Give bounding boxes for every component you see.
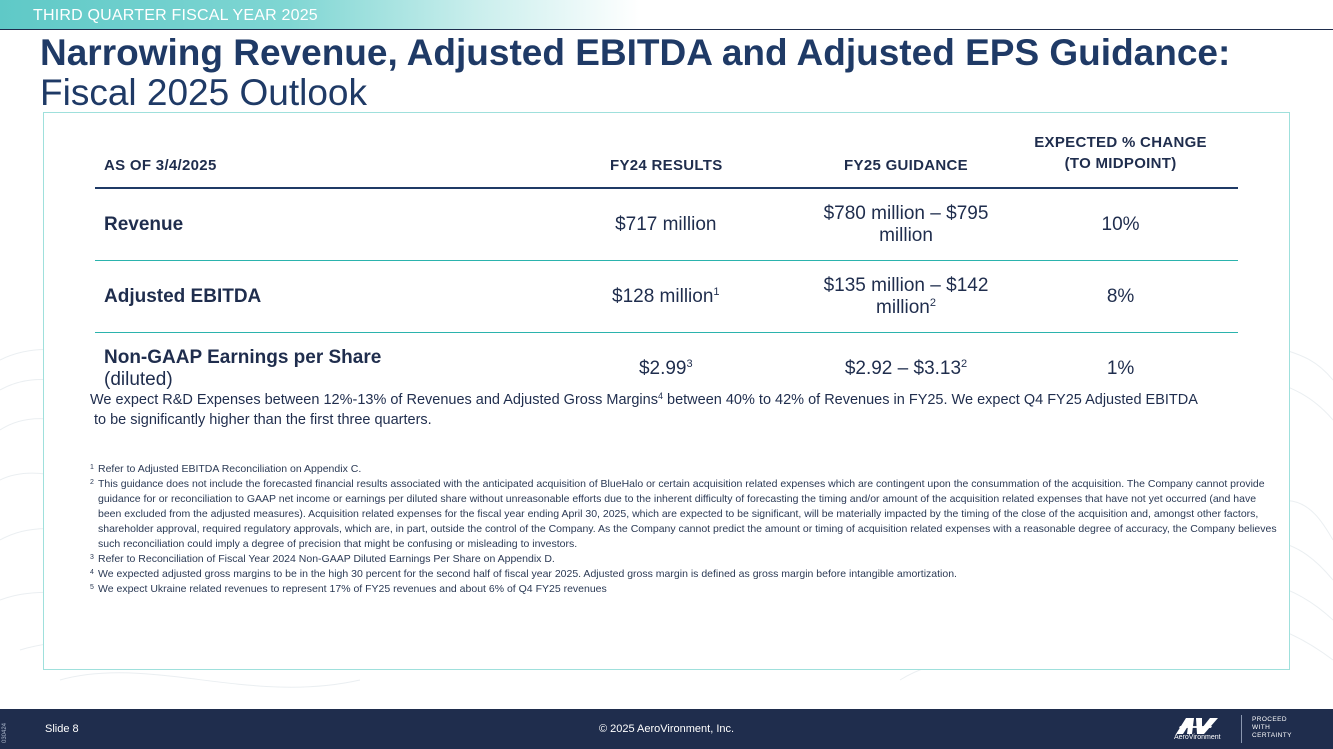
page-title: Narrowing Revenue, Adjusted EBITDA and A… — [40, 33, 1300, 113]
fy24-value-text: $717 million — [615, 213, 717, 235]
header-rule — [0, 29, 1333, 30]
expectation-part2: between 40% to 42% of Revenues in FY25. … — [662, 392, 1198, 408]
header-expected-change: EXPECTED % CHANGE (TO MIDPOINT) — [1003, 118, 1238, 189]
tagline-line: WITH — [1252, 724, 1271, 731]
footnote-text: Refer to Reconciliation of Fiscal Year 2… — [98, 553, 555, 565]
header-fy25: FY25 GUIDANCE — [808, 118, 1004, 189]
fy24-value-text: $2.99 — [638, 357, 687, 379]
header-expected-line2: (TO MIDPOINT) — [1064, 155, 1177, 172]
logo-divider — [1241, 715, 1242, 743]
tagline: PROCEED WITH CERTAINTY — [1252, 716, 1292, 740]
expectation-part1: We expect R&D Expenses between 12%-13% o… — [90, 392, 658, 408]
banner-text: THIRD QUARTER FISCAL YEAR 2025 — [33, 7, 318, 24]
row-label-text: Non-GAAP Earnings per Share — [104, 346, 382, 368]
title-bold: Narrowing Revenue, Adjusted EBITDA and A… — [40, 32, 1231, 73]
fy24-value: $2.993 — [404, 333, 809, 405]
footnote-item: 3 Refer to Reconciliation of Fiscal Year… — [90, 552, 1280, 567]
footnote-item: 2 This guidance does not include the for… — [90, 477, 1280, 552]
header-as-of: AS OF 3/4/2025 — [95, 118, 404, 189]
change-value: 8% — [1003, 260, 1238, 333]
logo-wordmark: AeroVironment — [1174, 734, 1221, 741]
title-normal: Fiscal 2025 Outlook — [40, 72, 368, 113]
row-label: Adjusted EBITDA — [95, 260, 404, 333]
fy25-value-text: $780 million – $795 million — [823, 202, 989, 246]
footnote-ref: 1 — [713, 285, 720, 298]
row-label-suffix: (diluted) — [104, 368, 173, 390]
footnote-ref: 2 — [961, 357, 968, 370]
footnotes: 1 Refer to Adjusted EBITDA Reconciliatio… — [90, 462, 1280, 597]
header-expected-line1: EXPECTED % CHANGE — [1034, 134, 1207, 151]
footnote-number: 3 — [90, 554, 94, 561]
fy25-value: $2.92 – $3.132 — [809, 333, 1003, 405]
footnote-text: Refer to Adjusted EBITDA Reconciliation … — [98, 463, 362, 475]
footer-bar: 030424 Slide 8 © 2025 AeroVironment, Inc… — [0, 709, 1333, 749]
guidance-table: AS OF 3/4/2025 FY24 RESULTS FY25 GUIDANC… — [95, 118, 1238, 404]
fy25-value: $135 million – $142 million2 — [808, 260, 1004, 333]
footnote-number: 4 — [90, 569, 94, 576]
footnote-ref: 3 — [686, 357, 693, 370]
slide-number: Slide 8 — [45, 723, 79, 735]
footnote-item: 4 We expected adjusted gross margins to … — [90, 567, 1280, 582]
footnote-text: We expect Ukraine related revenues to re… — [98, 583, 607, 595]
fy25-value: $780 million – $795 million — [808, 188, 1004, 261]
tagline-line: CERTAINTY — [1252, 732, 1292, 739]
av-logo-icon — [1176, 718, 1218, 734]
footnote-text: This guidance does not include the forec… — [98, 478, 1277, 550]
fy24-value: $717 million — [403, 188, 809, 261]
footnote-item: 5 We expect Ukraine related revenues to … — [90, 582, 1280, 597]
table-header-row: AS OF 3/4/2025 FY24 RESULTS FY25 GUIDANC… — [95, 118, 1238, 189]
footnote-item: 1 Refer to Adjusted EBITDA Reconciliatio… — [90, 462, 1280, 477]
change-value: 10% — [1003, 188, 1238, 261]
row-label-text: Revenue — [104, 213, 184, 235]
footnote-text: We expected adjusted gross margins to be… — [98, 568, 957, 580]
fy25-value-text: $135 million – $142 million — [823, 274, 989, 318]
copyright: © 2025 AeroVironment, Inc. — [598, 723, 735, 735]
expectation-line2: to be significantly higher than the firs… — [94, 412, 432, 428]
change-value: 1% — [1106, 357, 1135, 379]
fy24-value: $128 million1 — [403, 260, 809, 333]
footnote-number: 1 — [90, 464, 94, 471]
header-fy24: FY24 RESULTS — [403, 118, 809, 189]
tagline-line: PROCEED — [1252, 716, 1287, 723]
table-row: Adjusted EBITDA $128 million1 $135 milli… — [95, 260, 1238, 333]
fy25-value-text: $2.92 – $3.13 — [844, 357, 962, 379]
table-row: Revenue $717 million $780 million – $795… — [95, 188, 1238, 261]
footnote-number: 2 — [90, 479, 94, 486]
row-label: Revenue — [95, 188, 404, 261]
row-label-text: Adjusted EBITDA — [104, 285, 262, 307]
footnote-ref: 2 — [929, 296, 936, 309]
row-label: Non-GAAP Earnings per Share (diluted) — [95, 333, 404, 405]
section-banner: THIRD QUARTER FISCAL YEAR 2025 — [0, 0, 640, 30]
expectation-text: We expect R&D Expenses between 12%-13% o… — [90, 390, 1280, 430]
fy24-value-text: $128 million — [612, 285, 714, 307]
footnote-ref: 4 — [657, 391, 663, 401]
footnote-number: 5 — [90, 584, 94, 591]
table-row: Non-GAAP Earnings per Share (diluted) $2… — [95, 333, 1238, 405]
